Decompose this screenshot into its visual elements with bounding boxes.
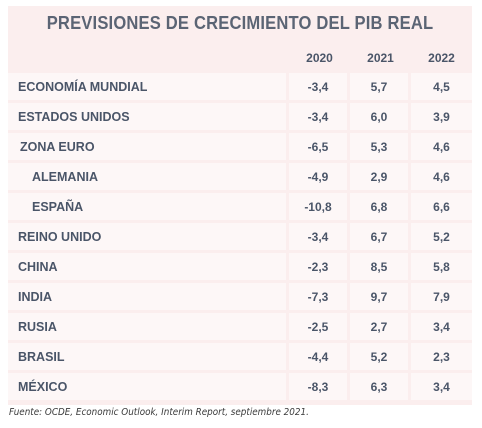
table-row: ZONA EURO -6,5 5,3 4,6	[8, 133, 472, 160]
header-year: 2022	[411, 46, 472, 70]
table-row: ESTADOS UNIDOS -3,4 6,0 3,9	[8, 103, 472, 130]
source-note: Fuente: OCDE, Economic Outlook, Interim …	[9, 407, 309, 418]
value-cell: 4,6	[411, 163, 472, 190]
value-cell: 3,4	[411, 373, 472, 400]
row-label: ESTADOS UNIDOS	[8, 103, 289, 130]
value-cell: 9,7	[350, 283, 411, 310]
value-cell: 6,0	[350, 103, 411, 130]
row-label: RUSIA	[8, 313, 289, 340]
value-cell: 6,3	[350, 373, 411, 400]
value-cell: 5,2	[411, 223, 472, 250]
value-cell: -8,3	[289, 373, 350, 400]
value-cell: 5,2	[350, 343, 411, 370]
table-row: ALEMANIA -4,9 2,9 4,6	[8, 163, 472, 190]
value-cell: 2,7	[350, 313, 411, 340]
row-label: MÉXICO	[8, 373, 289, 400]
value-cell: 8,5	[350, 253, 411, 280]
value-cell: 2,3	[411, 343, 472, 370]
value-cell: 5,3	[350, 133, 411, 160]
table-row: CHINA -2,3 8,5 5,8	[8, 253, 472, 280]
value-cell: -4,4	[289, 343, 350, 370]
value-cell: 4,6	[411, 133, 472, 160]
header-row: 2020 2021 2022	[8, 46, 472, 70]
value-cell: -7,3	[289, 283, 350, 310]
table-row: BRASIL -4,4 5,2 2,3	[8, 343, 472, 370]
header-country	[8, 46, 289, 70]
table-title: PREVISIONES DE CRECIMIENTO DEL PIB REAL	[46, 13, 434, 33]
value-cell: 6,7	[350, 223, 411, 250]
table-row: INDIA -7,3 9,7 7,9	[8, 283, 472, 310]
table-row: ECONOMÍA MUNDIAL -3,4 5,7 4,5	[8, 73, 472, 100]
value-cell: 3,9	[411, 103, 472, 130]
row-label: REINO UNIDO	[8, 223, 289, 250]
value-cell: -3,4	[289, 103, 350, 130]
table-row: RUSIA -2,5 2,7 3,4	[8, 313, 472, 340]
value-cell: -2,5	[289, 313, 350, 340]
gdp-forecast-table: 2020 2021 2022 ECONOMÍA MUNDIAL -3,4 5,7 4,…	[8, 43, 472, 403]
row-label: ALEMANIA	[8, 163, 289, 190]
value-cell: -2,3	[289, 253, 350, 280]
row-label: ECONOMÍA MUNDIAL	[8, 73, 289, 100]
value-cell: 3,4	[411, 313, 472, 340]
header-year: 2021	[350, 46, 411, 70]
row-label: CHINA	[8, 253, 289, 280]
value-cell: -3,4	[289, 223, 350, 250]
header-year: 2020	[289, 46, 350, 70]
table-row: MÉXICO -8,3 6,3 3,4	[8, 373, 472, 400]
value-cell: 6,8	[350, 193, 411, 220]
value-cell: 5,7	[350, 73, 411, 100]
row-label: ESPAÑA	[8, 193, 289, 220]
value-cell: 6,6	[411, 193, 472, 220]
table-panel: PREVISIONES DE CRECIMIENTO DEL PIB REAL …	[8, 6, 472, 405]
value-cell: 2,9	[350, 163, 411, 190]
value-cell: -10,8	[289, 193, 350, 220]
table-row: REINO UNIDO -3,4 6,7 5,2	[8, 223, 472, 250]
value-cell: 7,9	[411, 283, 472, 310]
table-row: ESPAÑA -10,8 6,8 6,6	[8, 193, 472, 220]
table-body: ECONOMÍA MUNDIAL -3,4 5,7 4,5 ESTADOS UNIDOS…	[8, 73, 472, 400]
value-cell: 4,5	[411, 73, 472, 100]
row-label: BRASIL	[8, 343, 289, 370]
row-label: ZONA EURO	[8, 133, 289, 160]
value-cell: 5,8	[411, 253, 472, 280]
value-cell: -4,9	[289, 163, 350, 190]
value-cell: -3,4	[289, 73, 350, 100]
row-label: INDIA	[8, 283, 289, 310]
value-cell: -6,5	[289, 133, 350, 160]
